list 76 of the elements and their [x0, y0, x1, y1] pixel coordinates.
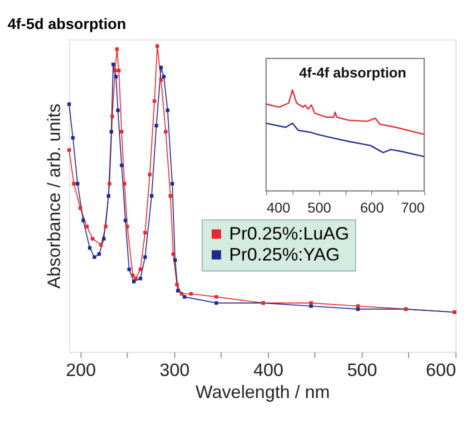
point: [90, 236, 94, 241]
point: [143, 230, 147, 234]
point: [138, 276, 142, 280]
point: [78, 206, 82, 210]
x-tick-label: 600: [360, 200, 384, 216]
point: [99, 243, 103, 247]
point: [110, 130, 114, 134]
point: [125, 224, 130, 228]
x-tick-label: 400: [253, 360, 284, 380]
point: [189, 292, 193, 296]
chart-title: 4f-4f absorption: [299, 65, 406, 82]
x-tick-label: 600: [426, 360, 456, 380]
point: [88, 246, 92, 250]
point: [116, 108, 120, 112]
point: [164, 130, 168, 134]
point: [104, 224, 108, 228]
point: [120, 164, 124, 168]
point: [81, 218, 85, 222]
point: [132, 280, 136, 284]
x-tick-label: 500: [307, 200, 332, 216]
legend-label: Pr0.25%:LuAG: [229, 224, 350, 244]
y-axis-title: Absorbance / arb. units: [44, 104, 64, 289]
point: [76, 182, 80, 186]
point: [114, 74, 118, 78]
point: [67, 102, 71, 106]
point: [97, 252, 101, 256]
point: [110, 114, 114, 118]
point: [122, 182, 126, 186]
point: [120, 130, 124, 134]
x-tick-label: 200: [66, 360, 96, 380]
point: [92, 255, 96, 259]
point: [173, 258, 177, 262]
point: [72, 182, 76, 186]
point: [214, 301, 218, 305]
point: [176, 288, 180, 293]
point: [171, 252, 175, 256]
x-axis-title: Wavelength / nm: [196, 382, 330, 402]
point: [162, 74, 166, 78]
point: [111, 62, 115, 66]
point: [115, 47, 119, 51]
point: [159, 66, 163, 70]
point: [168, 194, 172, 198]
point: [159, 78, 163, 82]
point: [102, 236, 106, 241]
point: [138, 268, 142, 272]
point: [117, 68, 121, 72]
point: [85, 224, 89, 228]
point: [182, 295, 186, 299]
point: [106, 194, 110, 198]
point: [166, 108, 170, 112]
x-tick-label: 500: [347, 360, 378, 380]
point: [154, 124, 158, 128]
point: [113, 68, 117, 72]
point: [175, 282, 179, 286]
point: [180, 292, 184, 296]
point: [124, 218, 128, 222]
point: [309, 301, 313, 305]
point: [150, 194, 154, 198]
x-tick-label: 400: [266, 200, 290, 216]
point: [108, 182, 112, 186]
legend-label: Pr0.25%:YAG: [229, 244, 340, 265]
point: [356, 304, 360, 308]
point: [67, 148, 71, 152]
point: [152, 99, 156, 103]
x-tick-label: 700: [401, 200, 425, 216]
point: [134, 276, 138, 280]
point: [214, 295, 218, 299]
point: [156, 44, 160, 48]
chart-title: 4f-5d absorption: [8, 16, 126, 34]
point: [71, 136, 75, 140]
point: [143, 255, 147, 259]
point: [131, 274, 135, 278]
point: [127, 268, 131, 272]
point: [148, 172, 152, 176]
x-tick-label: 300: [160, 360, 190, 380]
point: [170, 182, 174, 186]
